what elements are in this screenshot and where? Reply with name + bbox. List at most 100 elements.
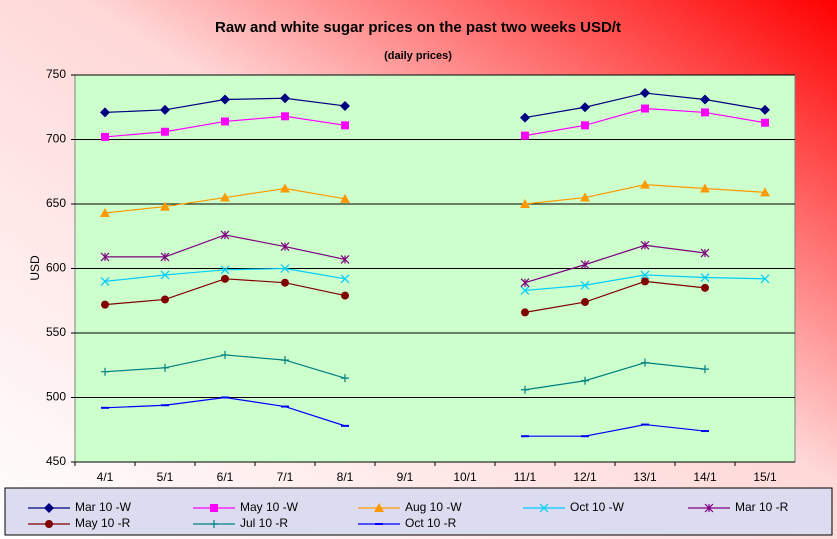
- marker: [700, 273, 710, 282]
- marker: [101, 367, 109, 376]
- marker: [100, 252, 110, 262]
- marker: [161, 127, 169, 136]
- marker: [161, 295, 169, 304]
- marker: [340, 193, 350, 203]
- marker: [640, 240, 650, 250]
- marker: [100, 107, 110, 118]
- x-tick-label: 11/1: [514, 470, 537, 484]
- x-tick-label: 15/1: [753, 470, 777, 484]
- x-tick-label: 12/1: [573, 470, 597, 484]
- marker: [221, 350, 229, 359]
- marker: [101, 300, 109, 309]
- marker: [760, 187, 770, 197]
- marker: [160, 270, 170, 280]
- marker: [341, 291, 349, 300]
- marker: [640, 270, 650, 280]
- y-tick-label: 600: [46, 261, 66, 275]
- y-tick-label: 550: [46, 325, 66, 339]
- marker: [521, 385, 529, 394]
- chart-subtitle: (daily prices): [384, 50, 452, 62]
- marker: [761, 118, 769, 127]
- y-tick-label: 650: [46, 196, 66, 210]
- legend-marker: [539, 503, 549, 513]
- marker: [340, 255, 350, 264]
- marker: [281, 112, 289, 121]
- y-tick-label: 700: [46, 132, 66, 146]
- legend-marker: [374, 503, 384, 512]
- marker: [161, 363, 169, 372]
- marker: [101, 132, 109, 141]
- marker: [520, 112, 530, 123]
- marker: [340, 274, 350, 284]
- marker: [221, 274, 229, 283]
- marker: [700, 94, 710, 105]
- marker: [521, 131, 529, 140]
- legend-label: Mar 10 -W: [75, 500, 132, 514]
- marker: [220, 192, 230, 202]
- marker: [100, 276, 110, 286]
- marker: [281, 356, 289, 365]
- marker: [280, 93, 290, 104]
- legend-label: Oct 10 -W: [570, 500, 625, 514]
- x-tick-label: 4/1: [97, 470, 114, 484]
- marker: [701, 365, 709, 374]
- x-tick-label: 6/1: [217, 470, 234, 484]
- marker: [340, 100, 350, 111]
- y-tick-label: 750: [46, 67, 66, 81]
- x-tick-label: 13/1: [633, 470, 657, 484]
- legend-marker: [210, 520, 218, 528]
- marker: [220, 230, 230, 240]
- legend-label: May 10 -R: [75, 516, 131, 530]
- legend-label: Aug 10 -W: [405, 500, 462, 514]
- marker: [580, 102, 590, 113]
- marker: [520, 278, 530, 288]
- marker: [640, 88, 650, 99]
- marker: [520, 199, 530, 208]
- marker: [760, 274, 770, 284]
- marker: [640, 179, 650, 189]
- marker: [341, 121, 349, 130]
- marker: [641, 277, 649, 286]
- x-tick-label: 5/1: [157, 470, 174, 484]
- marker: [580, 192, 590, 202]
- marker: [581, 376, 589, 385]
- legend-marker: [704, 503, 714, 513]
- marker: [700, 248, 710, 258]
- marker: [280, 264, 290, 273]
- marker: [701, 108, 709, 117]
- legend-label: Mar 10 -R: [735, 500, 789, 514]
- legend: [4, 487, 833, 536]
- marker: [581, 298, 589, 307]
- marker: [280, 242, 290, 251]
- y-tick-label: 500: [46, 390, 66, 404]
- marker: [280, 183, 290, 193]
- legend-label: Oct 10 -R: [405, 516, 457, 530]
- chart-title: Raw and white sugar prices on the past t…: [215, 19, 621, 36]
- marker: [160, 252, 170, 262]
- marker: [701, 283, 709, 292]
- x-tick-label: 9/1: [397, 470, 414, 484]
- x-tick-label: 14/1: [693, 470, 717, 484]
- y-axis-label: USD: [28, 255, 42, 281]
- legend-label: Jul 10 -R: [240, 516, 288, 530]
- marker: [760, 104, 770, 115]
- marker: [221, 117, 229, 126]
- legend-label: May 10 -W: [240, 500, 299, 514]
- marker: [521, 308, 529, 317]
- marker: [580, 280, 590, 290]
- marker: [160, 104, 170, 115]
- legend-marker: [44, 503, 54, 513]
- marker: [220, 94, 230, 105]
- marker: [220, 265, 230, 275]
- legend-marker: [210, 504, 218, 512]
- marker: [641, 104, 649, 113]
- marker: [520, 286, 530, 295]
- x-tick-label: 7/1: [277, 470, 294, 484]
- x-tick-label: 8/1: [337, 470, 354, 484]
- marker: [641, 358, 649, 367]
- marker: [581, 121, 589, 130]
- marker: [160, 201, 170, 211]
- marker: [100, 208, 110, 218]
- x-tick-label: 10/1: [453, 470, 477, 484]
